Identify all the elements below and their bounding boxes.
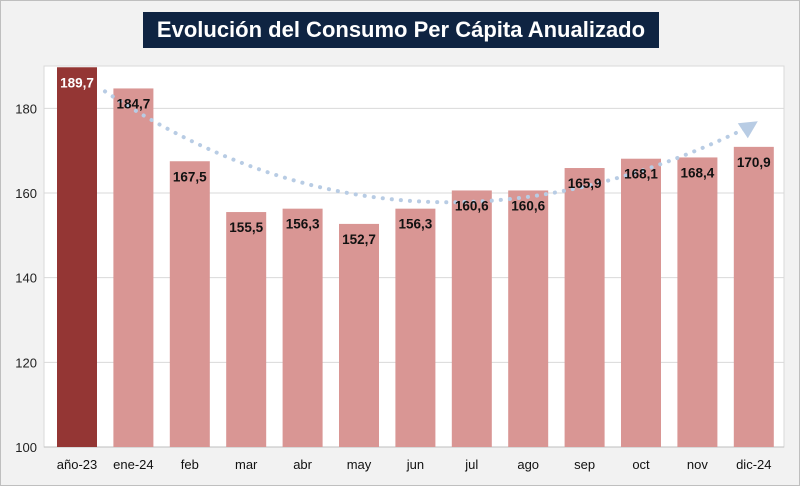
y-tick-label: 100	[15, 440, 37, 455]
category-label: dic-24	[736, 457, 771, 472]
bar	[564, 168, 605, 448]
bar	[621, 158, 661, 447]
y-tick-label: 120	[15, 355, 37, 370]
category-label: nov	[687, 457, 708, 472]
category-label: oct	[632, 457, 650, 472]
bar	[113, 88, 154, 447]
data-label: 168,4	[681, 165, 715, 180]
category-label: jul	[464, 457, 478, 472]
data-label: 184,7	[117, 96, 151, 111]
category-label: ene-24	[113, 457, 153, 472]
bar	[395, 208, 436, 447]
bar	[226, 212, 267, 447]
data-label: 155,5	[229, 220, 263, 235]
category-label: jun	[406, 457, 424, 472]
data-label: 160,6	[511, 198, 545, 213]
data-label: 189,7	[60, 75, 94, 90]
data-label: 152,7	[342, 232, 376, 247]
trend-arrowhead	[737, 121, 758, 139]
bar	[282, 208, 323, 447]
category-label: sep	[574, 457, 595, 472]
bar	[508, 190, 549, 447]
bar	[733, 146, 774, 447]
y-tick-label: 140	[15, 271, 37, 286]
category-label: año-23	[57, 457, 97, 472]
data-label: 160,6	[455, 198, 489, 213]
category-label: mar	[235, 457, 258, 472]
data-label: 165,9	[568, 176, 602, 191]
y-tick-label: 180	[15, 101, 37, 116]
bar	[57, 67, 97, 448]
y-tick-label: 160	[15, 186, 37, 201]
bar	[677, 157, 718, 447]
category-label: ago	[517, 457, 539, 472]
chart-title: Evolución del Consumo Per Cápita Anualiz…	[143, 12, 659, 48]
category-label: may	[347, 457, 372, 472]
category-label: abr	[293, 457, 312, 472]
data-label: 170,9	[737, 155, 771, 170]
data-label: 156,3	[286, 217, 320, 232]
category-label: feb	[181, 457, 199, 472]
bar	[169, 161, 210, 447]
data-label: 168,1	[624, 167, 658, 182]
trend-curve	[103, 89, 754, 205]
data-label: 156,3	[399, 217, 433, 232]
bar	[339, 223, 379, 447]
bar	[451, 190, 492, 447]
data-label: 167,5	[173, 169, 207, 184]
